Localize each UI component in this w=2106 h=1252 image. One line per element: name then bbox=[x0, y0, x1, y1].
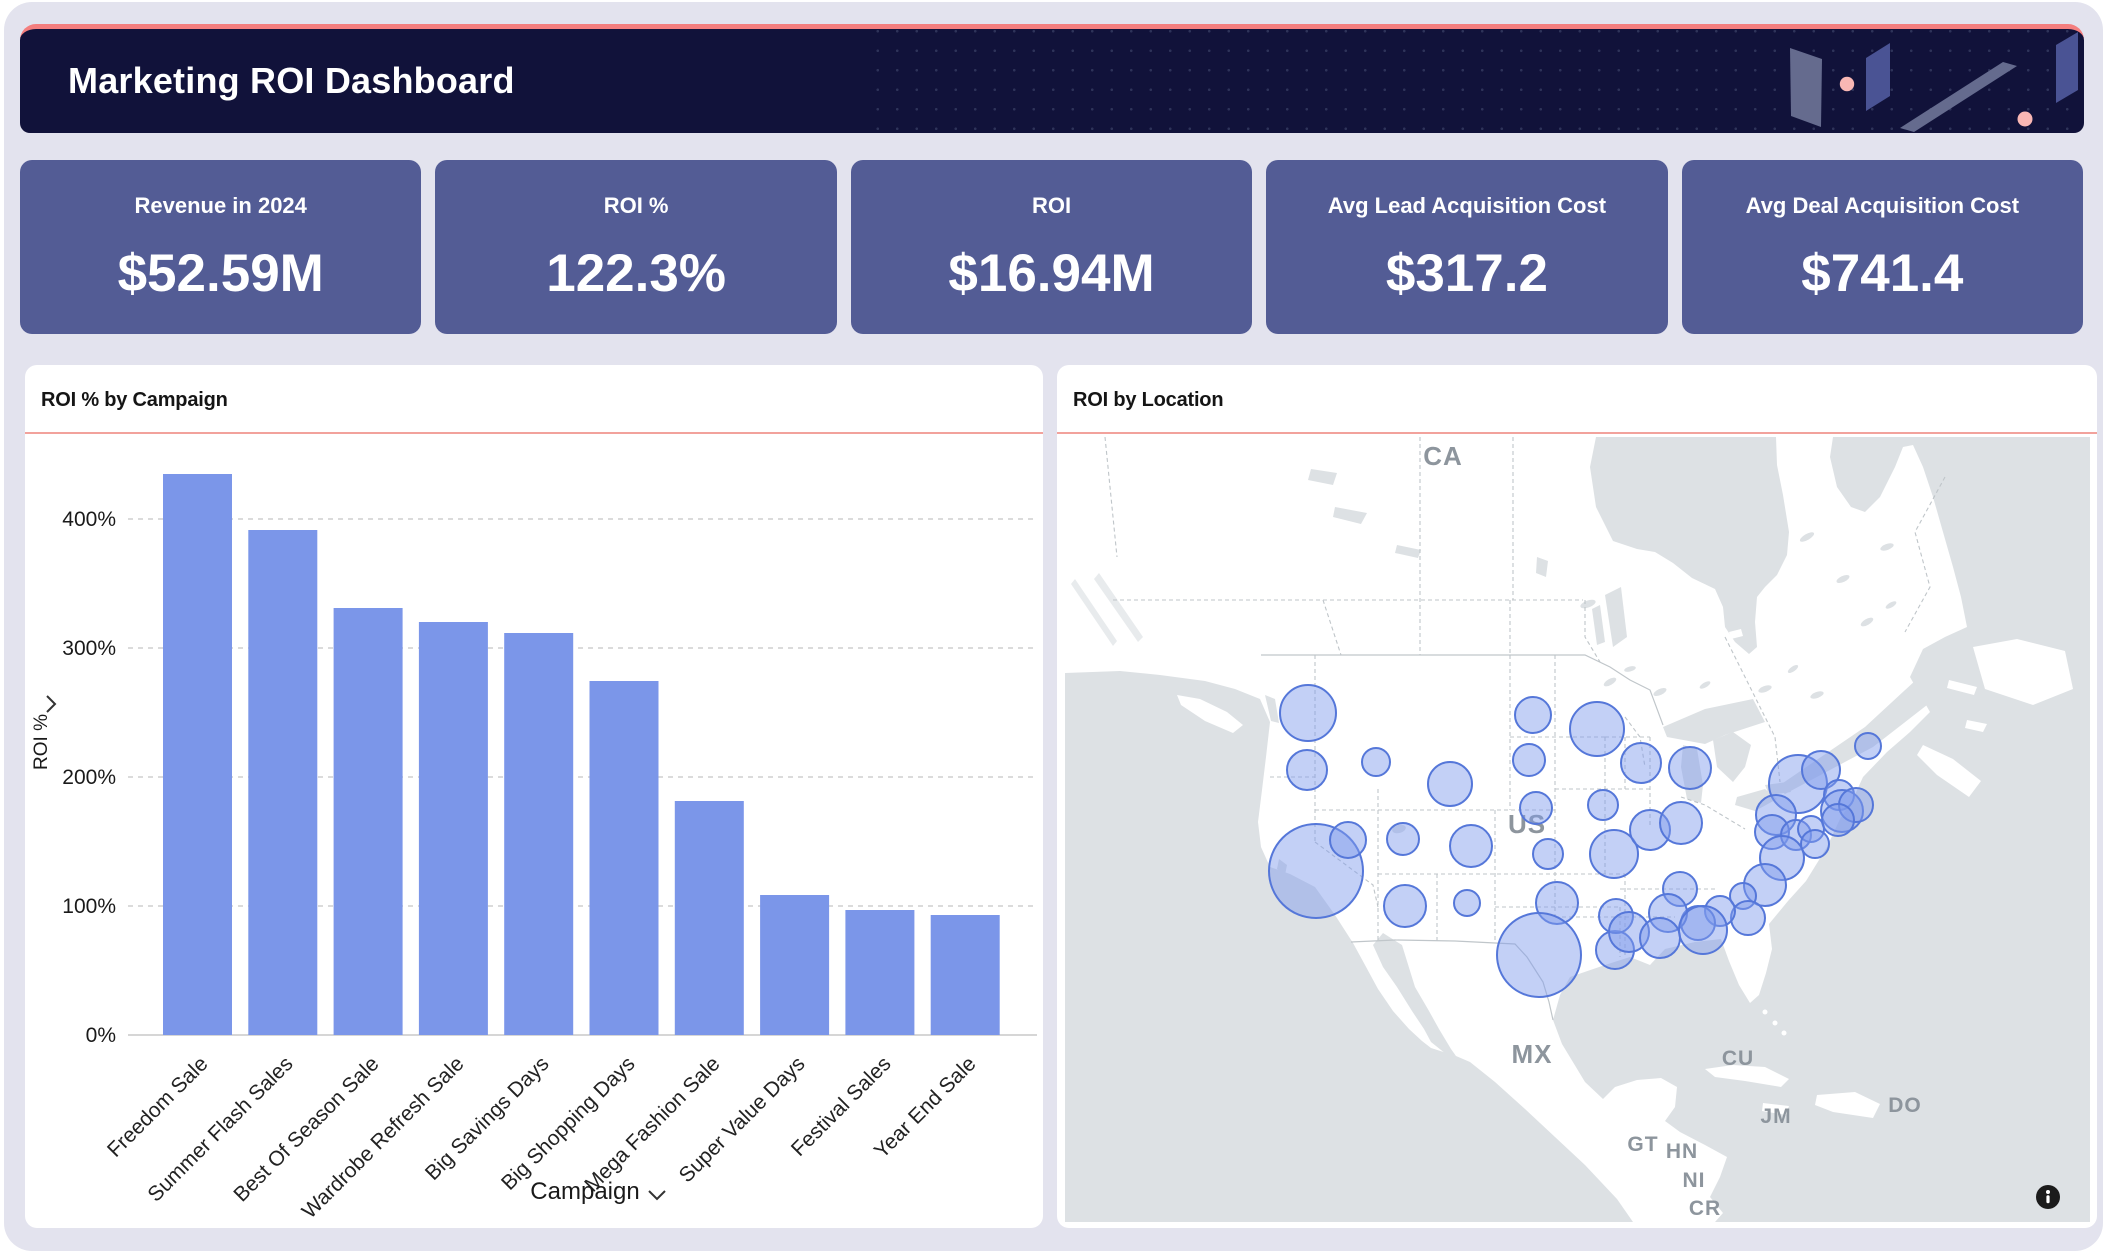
svg-text:Campaign: Campaign bbox=[530, 1178, 639, 1205]
svg-text:NI: NI bbox=[1683, 1169, 1706, 1192]
svg-text:0%: 0% bbox=[86, 1024, 116, 1047]
svg-text:JM: JM bbox=[1760, 1105, 1791, 1128]
svg-text:200%: 200% bbox=[62, 766, 116, 789]
svg-text:Wardrobe Refresh Sale: Wardrobe Refresh Sale bbox=[298, 1052, 469, 1223]
svg-text:CU: CU bbox=[1722, 1047, 1754, 1070]
svg-text:GT: GT bbox=[1627, 1133, 1658, 1156]
svg-text:Summer Flash Sales: Summer Flash Sales bbox=[143, 1052, 297, 1206]
svg-text:400%: 400% bbox=[62, 508, 116, 531]
svg-text:HN: HN bbox=[1666, 1140, 1698, 1163]
svg-text:300%: 300% bbox=[62, 637, 116, 660]
svg-text:Best Of Season Sale: Best Of Season Sale bbox=[229, 1052, 383, 1206]
svg-text:DO: DO bbox=[1888, 1094, 1922, 1117]
svg-text:MX: MX bbox=[1512, 1039, 1553, 1069]
svg-text:100%: 100% bbox=[62, 895, 116, 918]
svg-text:ROI %: ROI % bbox=[31, 714, 52, 770]
svg-text:CR: CR bbox=[1689, 1197, 1721, 1220]
svg-text:CA: CA bbox=[1423, 441, 1463, 471]
